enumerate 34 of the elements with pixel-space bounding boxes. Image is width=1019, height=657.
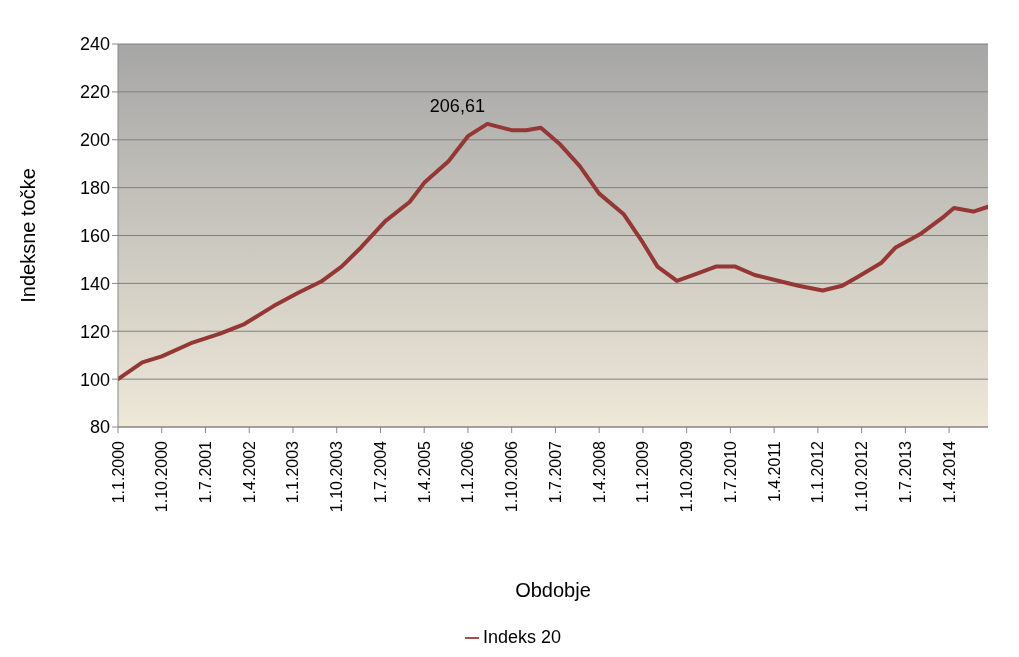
legend-label: Indeks 20 — [482, 627, 562, 647]
x-tick-label: 1.7.2010 — [721, 440, 739, 504]
y-tick-label: 180 — [79, 178, 110, 199]
x-tick-label: 1.10.2009 — [678, 440, 696, 513]
annotation: 206,61 — [429, 95, 485, 116]
y-tick-label: 220 — [79, 82, 110, 103]
y-axis-title: Indeksne točke — [17, 168, 40, 303]
y-tick-label: 140 — [79, 273, 110, 294]
x-tick-label: 1.1.2006 — [459, 440, 477, 504]
x-tick-label: 1.4.2008 — [590, 440, 608, 504]
x-tick-label: 1.4.2014 — [940, 440, 958, 504]
y-tick-label: 200 — [79, 130, 110, 151]
y-tick-label: 160 — [79, 225, 110, 246]
x-tick-label: 1.10.2012 — [853, 440, 871, 513]
x-tick-label: 1.7.2004 — [371, 440, 389, 504]
x-tick-label: 1.4.2005 — [415, 440, 433, 504]
x-tick-label: 1.7.2007 — [546, 440, 564, 504]
y-tick-label: 100 — [79, 369, 110, 390]
x-tick-label: 1.10.2003 — [328, 440, 346, 513]
y-tick-label: 240 — [79, 34, 110, 55]
x-tick-label: 1.4.2002 — [240, 440, 258, 504]
y-tick-label: 80 — [89, 417, 110, 438]
line-series — [118, 121, 988, 382]
x-tick-label: 1.1.2003 — [284, 440, 302, 504]
x-tick-label: 1.7.2001 — [196, 440, 214, 504]
x-tick-label: 1.4.2011 — [765, 440, 783, 503]
x-tick-label: 1.1.2000 — [109, 440, 127, 504]
x-tick-label: 1.10.2000 — [153, 440, 171, 513]
y-tick-label: 120 — [79, 321, 110, 342]
x-tick-label: 1.7.2013 — [896, 440, 914, 504]
x-axis-title: Obdobje — [515, 579, 591, 601]
x-tick-label: 1.1.2012 — [809, 440, 827, 504]
x-tick-label: 1.1.2009 — [634, 440, 652, 504]
x-tick-label: 1.10.2006 — [503, 440, 521, 513]
